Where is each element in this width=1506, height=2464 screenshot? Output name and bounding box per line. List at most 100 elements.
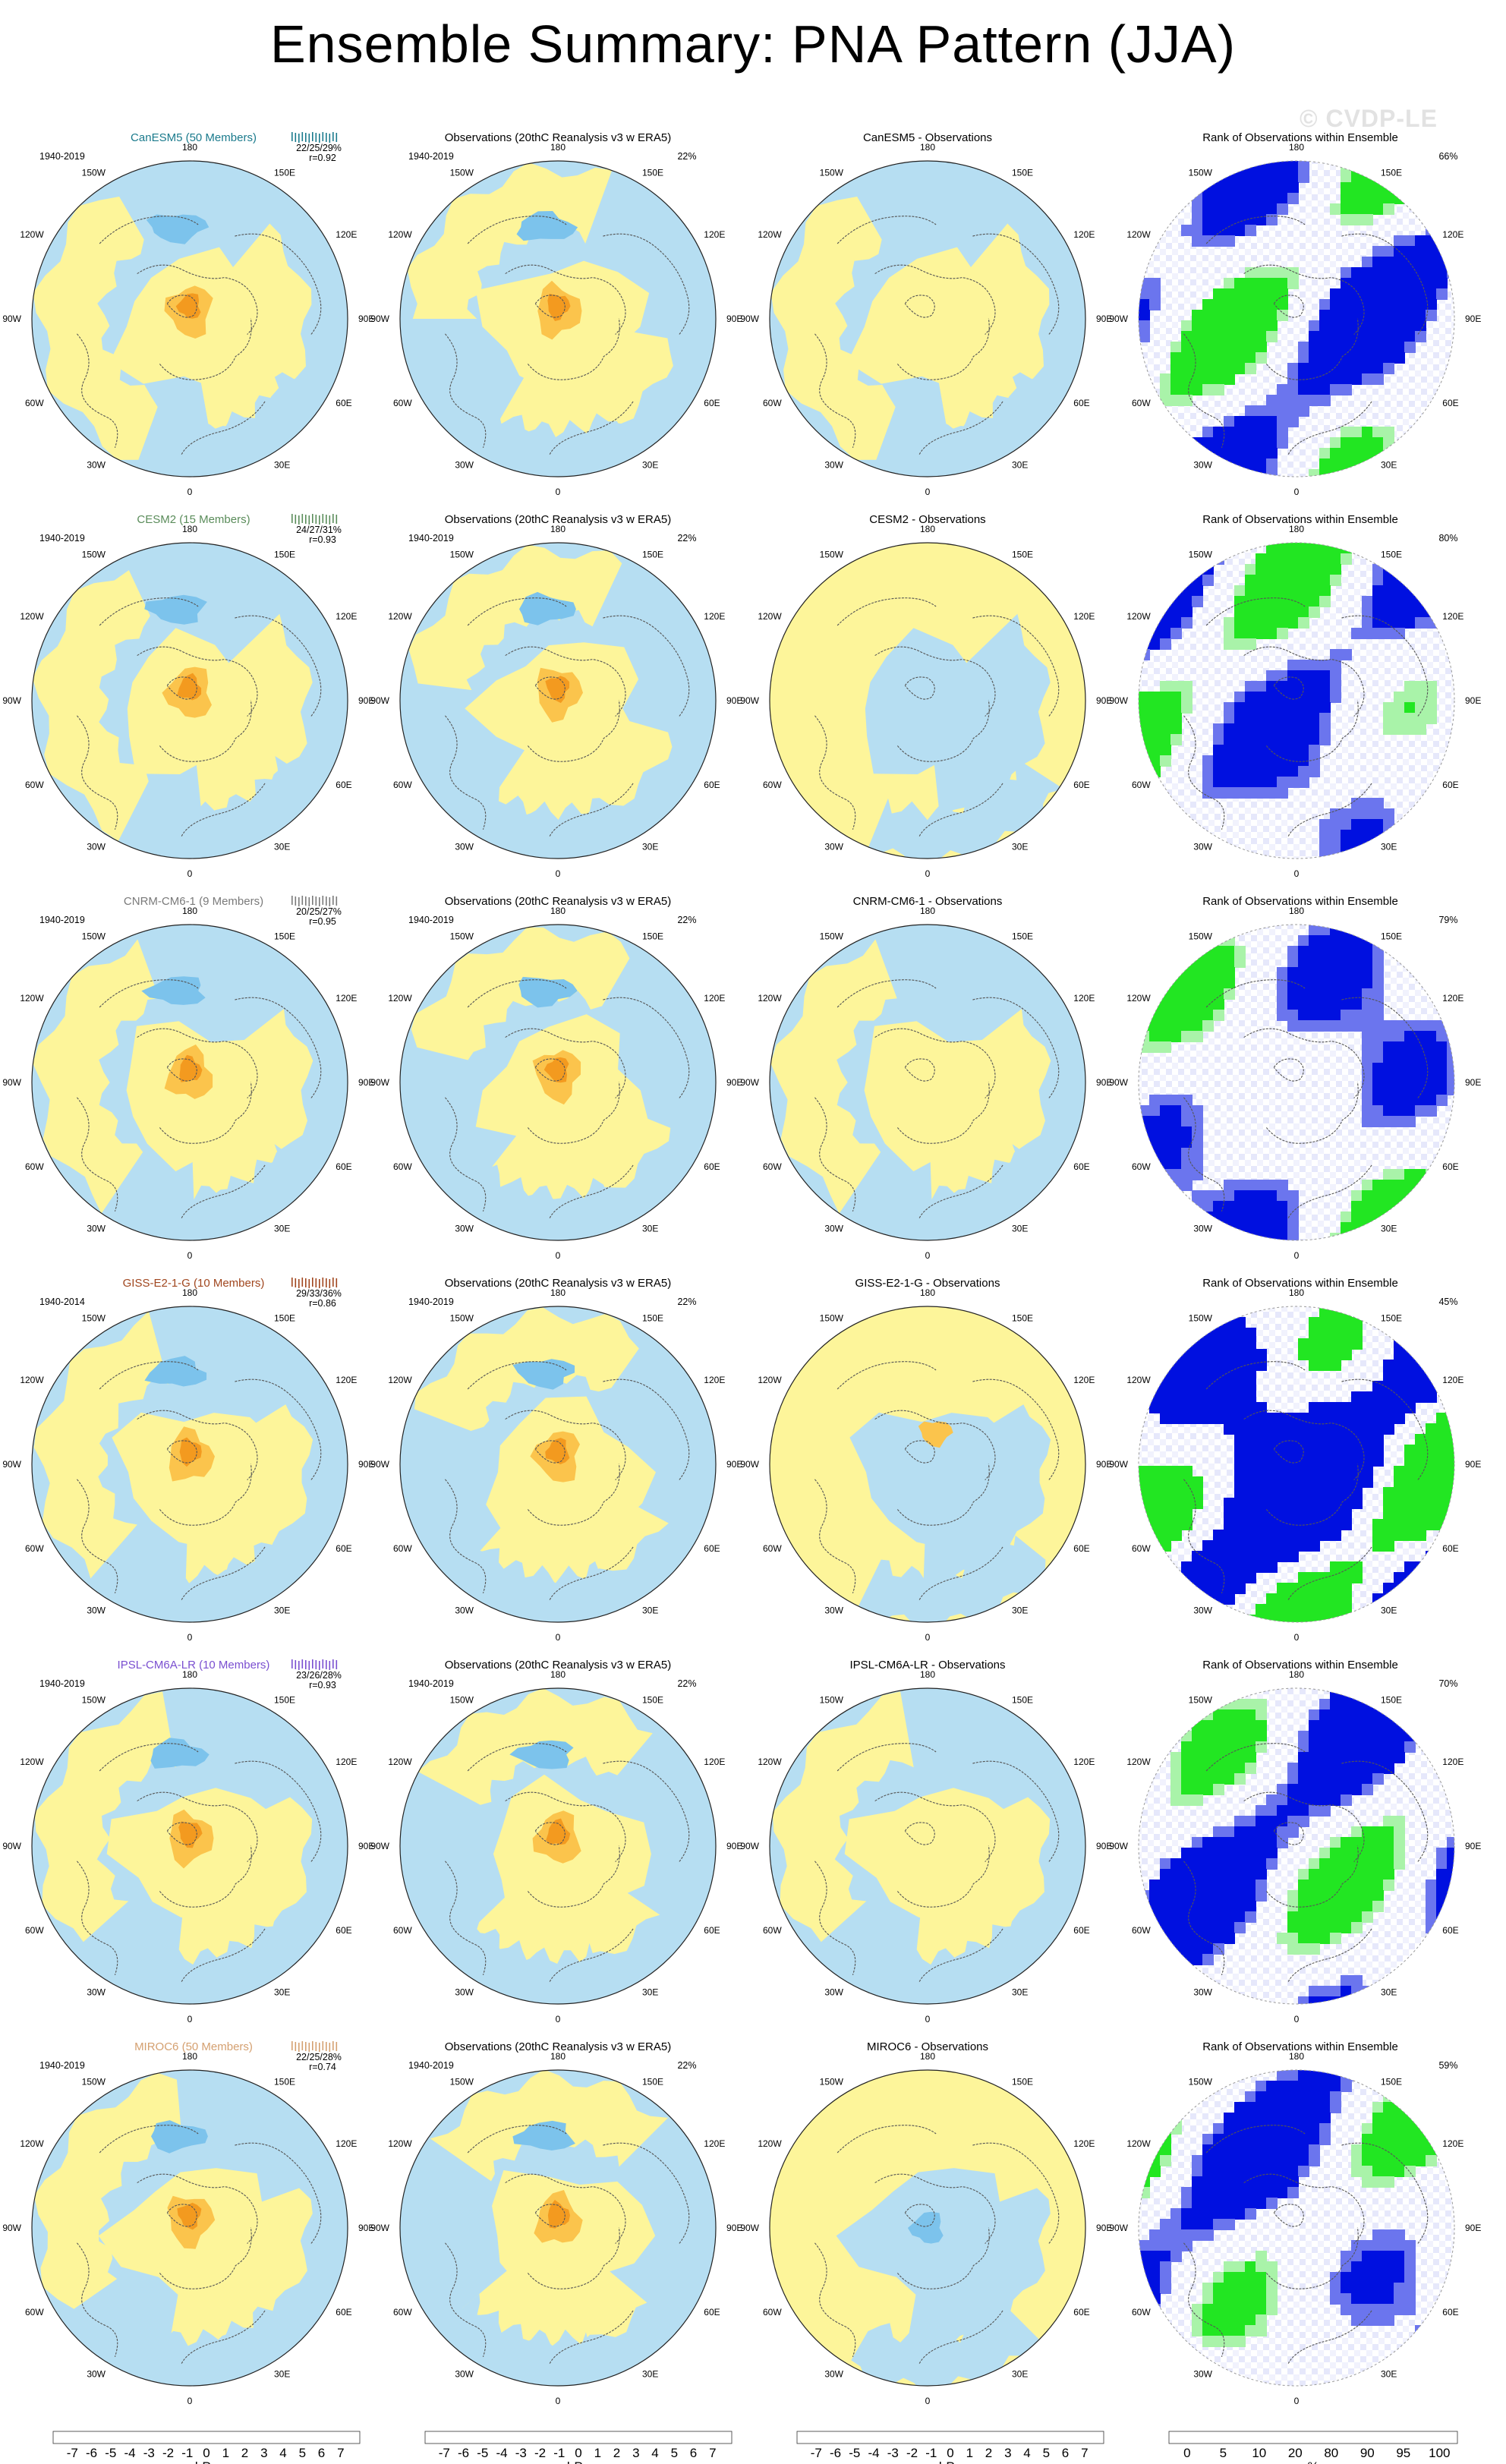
coastline [159, 1464, 252, 1526]
coastline [1243, 1410, 1365, 1480]
longitude-label: 90W [740, 695, 759, 706]
longitude-label: 30E [1012, 459, 1028, 470]
longitude-label: 0 [187, 1250, 193, 1261]
colorbar-tick: 4 [1023, 2446, 1030, 2460]
member-spread-icon [291, 1659, 338, 1670]
variance-stats: 22/25/29% [296, 143, 342, 153]
longitude-label: 150W [82, 1695, 106, 1706]
coastline [874, 1028, 996, 1098]
coastline [505, 1028, 626, 1098]
panel-model-mean: GISS-E2-1-G (10 Members) 1940-2014 29/33/3… [2, 1277, 374, 1643]
years-label: 1940-2019 [39, 2060, 85, 2071]
longitude-label: 0 [556, 868, 561, 879]
coastline [99, 216, 199, 244]
longitude-label: 120W [388, 1757, 412, 1767]
coastline [1183, 1479, 1225, 1593]
diff-title: GISS-E2-1-G - Observations [855, 1277, 1000, 1290]
longitude-label: 120W [758, 2138, 782, 2149]
rank-percent: 45% [1438, 1297, 1457, 1307]
coastline [1205, 1361, 1306, 1390]
longitude-label: 60E [1073, 1925, 1089, 1936]
longitude-label: 150E [642, 168, 663, 178]
longitude-label: 30W [1193, 1223, 1212, 1234]
colorbar-tick: -3 [887, 2446, 899, 2460]
coastline [1287, 401, 1372, 455]
longitude-label: 90W [1109, 2223, 1128, 2233]
colorbar-unit: % [1307, 2459, 1319, 2464]
longitude-label: 30W [455, 841, 474, 852]
rank-percent: 66% [1438, 151, 1457, 162]
longitude-label: 30E [1012, 1605, 1028, 1615]
pattern-correlation: r=0.74 [309, 2062, 336, 2072]
longitude-label: 150E [274, 2077, 295, 2087]
coastline [166, 676, 197, 700]
diff-title: MIROC6 - Observations [867, 2040, 988, 2053]
coastline [836, 1361, 937, 1390]
longitude-label: 150E [1012, 2077, 1033, 2087]
longitude-label: 180 [550, 1287, 566, 1298]
coastline [1273, 1058, 1304, 1082]
coastline [77, 715, 118, 830]
longitude-label: 90E [726, 695, 742, 706]
longitude-label: 120E [1442, 1757, 1463, 1767]
longitude-label: 150E [274, 550, 295, 560]
longitude-label: 150E [1012, 1313, 1033, 1324]
longitude-label: 90W [1109, 1077, 1128, 1088]
longitude-label: 0 [187, 487, 193, 497]
coastline [549, 401, 634, 455]
longitude-label: 120E [704, 2138, 725, 2149]
longitude-label: 150E [274, 1313, 295, 1324]
longitude-label: 0 [925, 1250, 931, 1261]
longitude-label: 30E [274, 2368, 290, 2379]
coastline [77, 1479, 118, 1593]
longitude-label: 30W [824, 459, 843, 470]
longitude-label: 60E [1073, 2307, 1089, 2317]
rank-title: Rank of Observations within Ensemble [1202, 131, 1398, 144]
longitude-label: 180 [920, 142, 935, 153]
longitude-label: 30W [824, 2368, 843, 2379]
longitude-label: 60E [336, 1925, 351, 1936]
coastline [1287, 1546, 1372, 1601]
longitude-label: 0 [1294, 1632, 1300, 1643]
colorbar-tick: -3 [143, 2446, 155, 2460]
longitude-label: 90E [1465, 1459, 1481, 1470]
longitude-label: 0 [187, 2396, 193, 2406]
coastline [896, 1845, 990, 1908]
longitude-label: 120W [758, 1757, 782, 1767]
colorbar-tick: -5 [477, 2446, 488, 2460]
coastline [874, 2173, 996, 2244]
negative-anomaly [516, 211, 578, 241]
longitude-label: 60W [25, 398, 44, 408]
longitude-label: 30W [1193, 2368, 1212, 2379]
longitude-label: 150W [1189, 168, 1213, 178]
colorbar-tick: 2 [613, 2446, 620, 2460]
longitude-label: 30W [1193, 841, 1212, 852]
coastline [874, 1791, 996, 1862]
diff-title: CESM2 - Observations [869, 513, 985, 526]
longitude-label: 0 [187, 868, 193, 879]
longitude-label: 90E [1465, 314, 1481, 324]
colorbar-tick: 5 [1043, 2446, 1050, 2460]
rank-percent: 80% [1438, 533, 1457, 544]
longitude-label: 150W [1189, 2077, 1213, 2087]
longitude-label: 0 [925, 487, 931, 497]
longitude-label: 120E [1442, 611, 1463, 622]
coastline [972, 1760, 1060, 1863]
coastline [137, 1410, 258, 1480]
longitude-label: 120E [336, 611, 357, 622]
colorbar-tick: -5 [849, 2446, 860, 2460]
coastline [166, 1440, 197, 1464]
negative-anomaly [151, 2120, 208, 2154]
coastline [1265, 318, 1359, 380]
coastline [904, 2204, 935, 2227]
colorbar-tick: 0 [1183, 2446, 1190, 2460]
colorbar-tick: 10 [1252, 2446, 1266, 2460]
longitude-label: 30W [87, 1223, 106, 1234]
longitude-label: 120W [20, 1757, 44, 1767]
longitude-label: 180 [182, 524, 197, 534]
longitude-label: 150W [450, 1695, 474, 1706]
coastline [1243, 1028, 1365, 1098]
coastline [814, 2242, 856, 2357]
coastline [1287, 783, 1372, 837]
coastline [549, 1164, 634, 1219]
